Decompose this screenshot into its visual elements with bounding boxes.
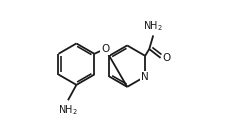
Text: O: O — [162, 53, 170, 63]
Text: NH$_2$: NH$_2$ — [143, 19, 163, 33]
Text: NH$_2$: NH$_2$ — [58, 104, 78, 117]
Text: O: O — [101, 44, 109, 54]
Text: N: N — [141, 72, 149, 82]
